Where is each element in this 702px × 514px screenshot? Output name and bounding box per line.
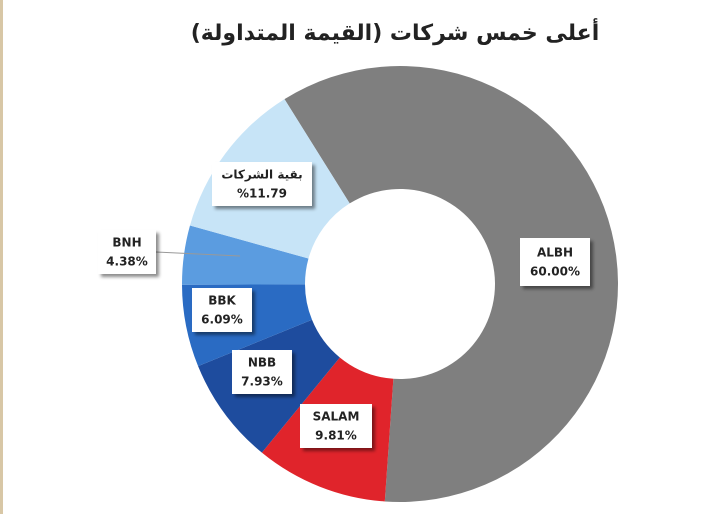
- label-value: 4.38%: [106, 255, 148, 269]
- label-box: [98, 230, 156, 274]
- label-box: [520, 238, 590, 286]
- label-box: [232, 350, 292, 394]
- data-label: ALBH 60.00%: [520, 238, 590, 286]
- leader-line: [155, 251, 241, 257]
- data-label: SALAM 9.81%: [300, 404, 372, 448]
- data-label: BBK 6.09%: [192, 288, 252, 332]
- label-name: ALBH: [537, 246, 573, 260]
- label-box: [212, 162, 312, 206]
- label-value: 60.00%: [530, 265, 580, 279]
- label-name: NBB: [248, 356, 276, 370]
- label-value: %11.79: [237, 187, 287, 201]
- data-label: NBB 7.93%: [232, 350, 292, 394]
- label-name: SALAM: [313, 410, 360, 424]
- label-value: 9.81%: [315, 429, 357, 443]
- label-name: BNH: [112, 236, 141, 250]
- label-box: [192, 288, 252, 332]
- donut-slice: [182, 225, 309, 285]
- label-value: 7.93%: [241, 375, 283, 389]
- label-value: 6.09%: [201, 313, 243, 327]
- data-label: بقية الشركات %11.79: [212, 162, 312, 206]
- label-name: بقية الشركات: [221, 168, 302, 182]
- chart-title: أعلى خمس شركات (القيمة المتداولة): [191, 17, 600, 46]
- label-name: BBK: [208, 294, 236, 308]
- left-border: [0, 0, 3, 514]
- data-label: BNH 4.38%: [98, 230, 156, 274]
- label-box: [300, 404, 372, 448]
- donut-slice: [284, 66, 618, 503]
